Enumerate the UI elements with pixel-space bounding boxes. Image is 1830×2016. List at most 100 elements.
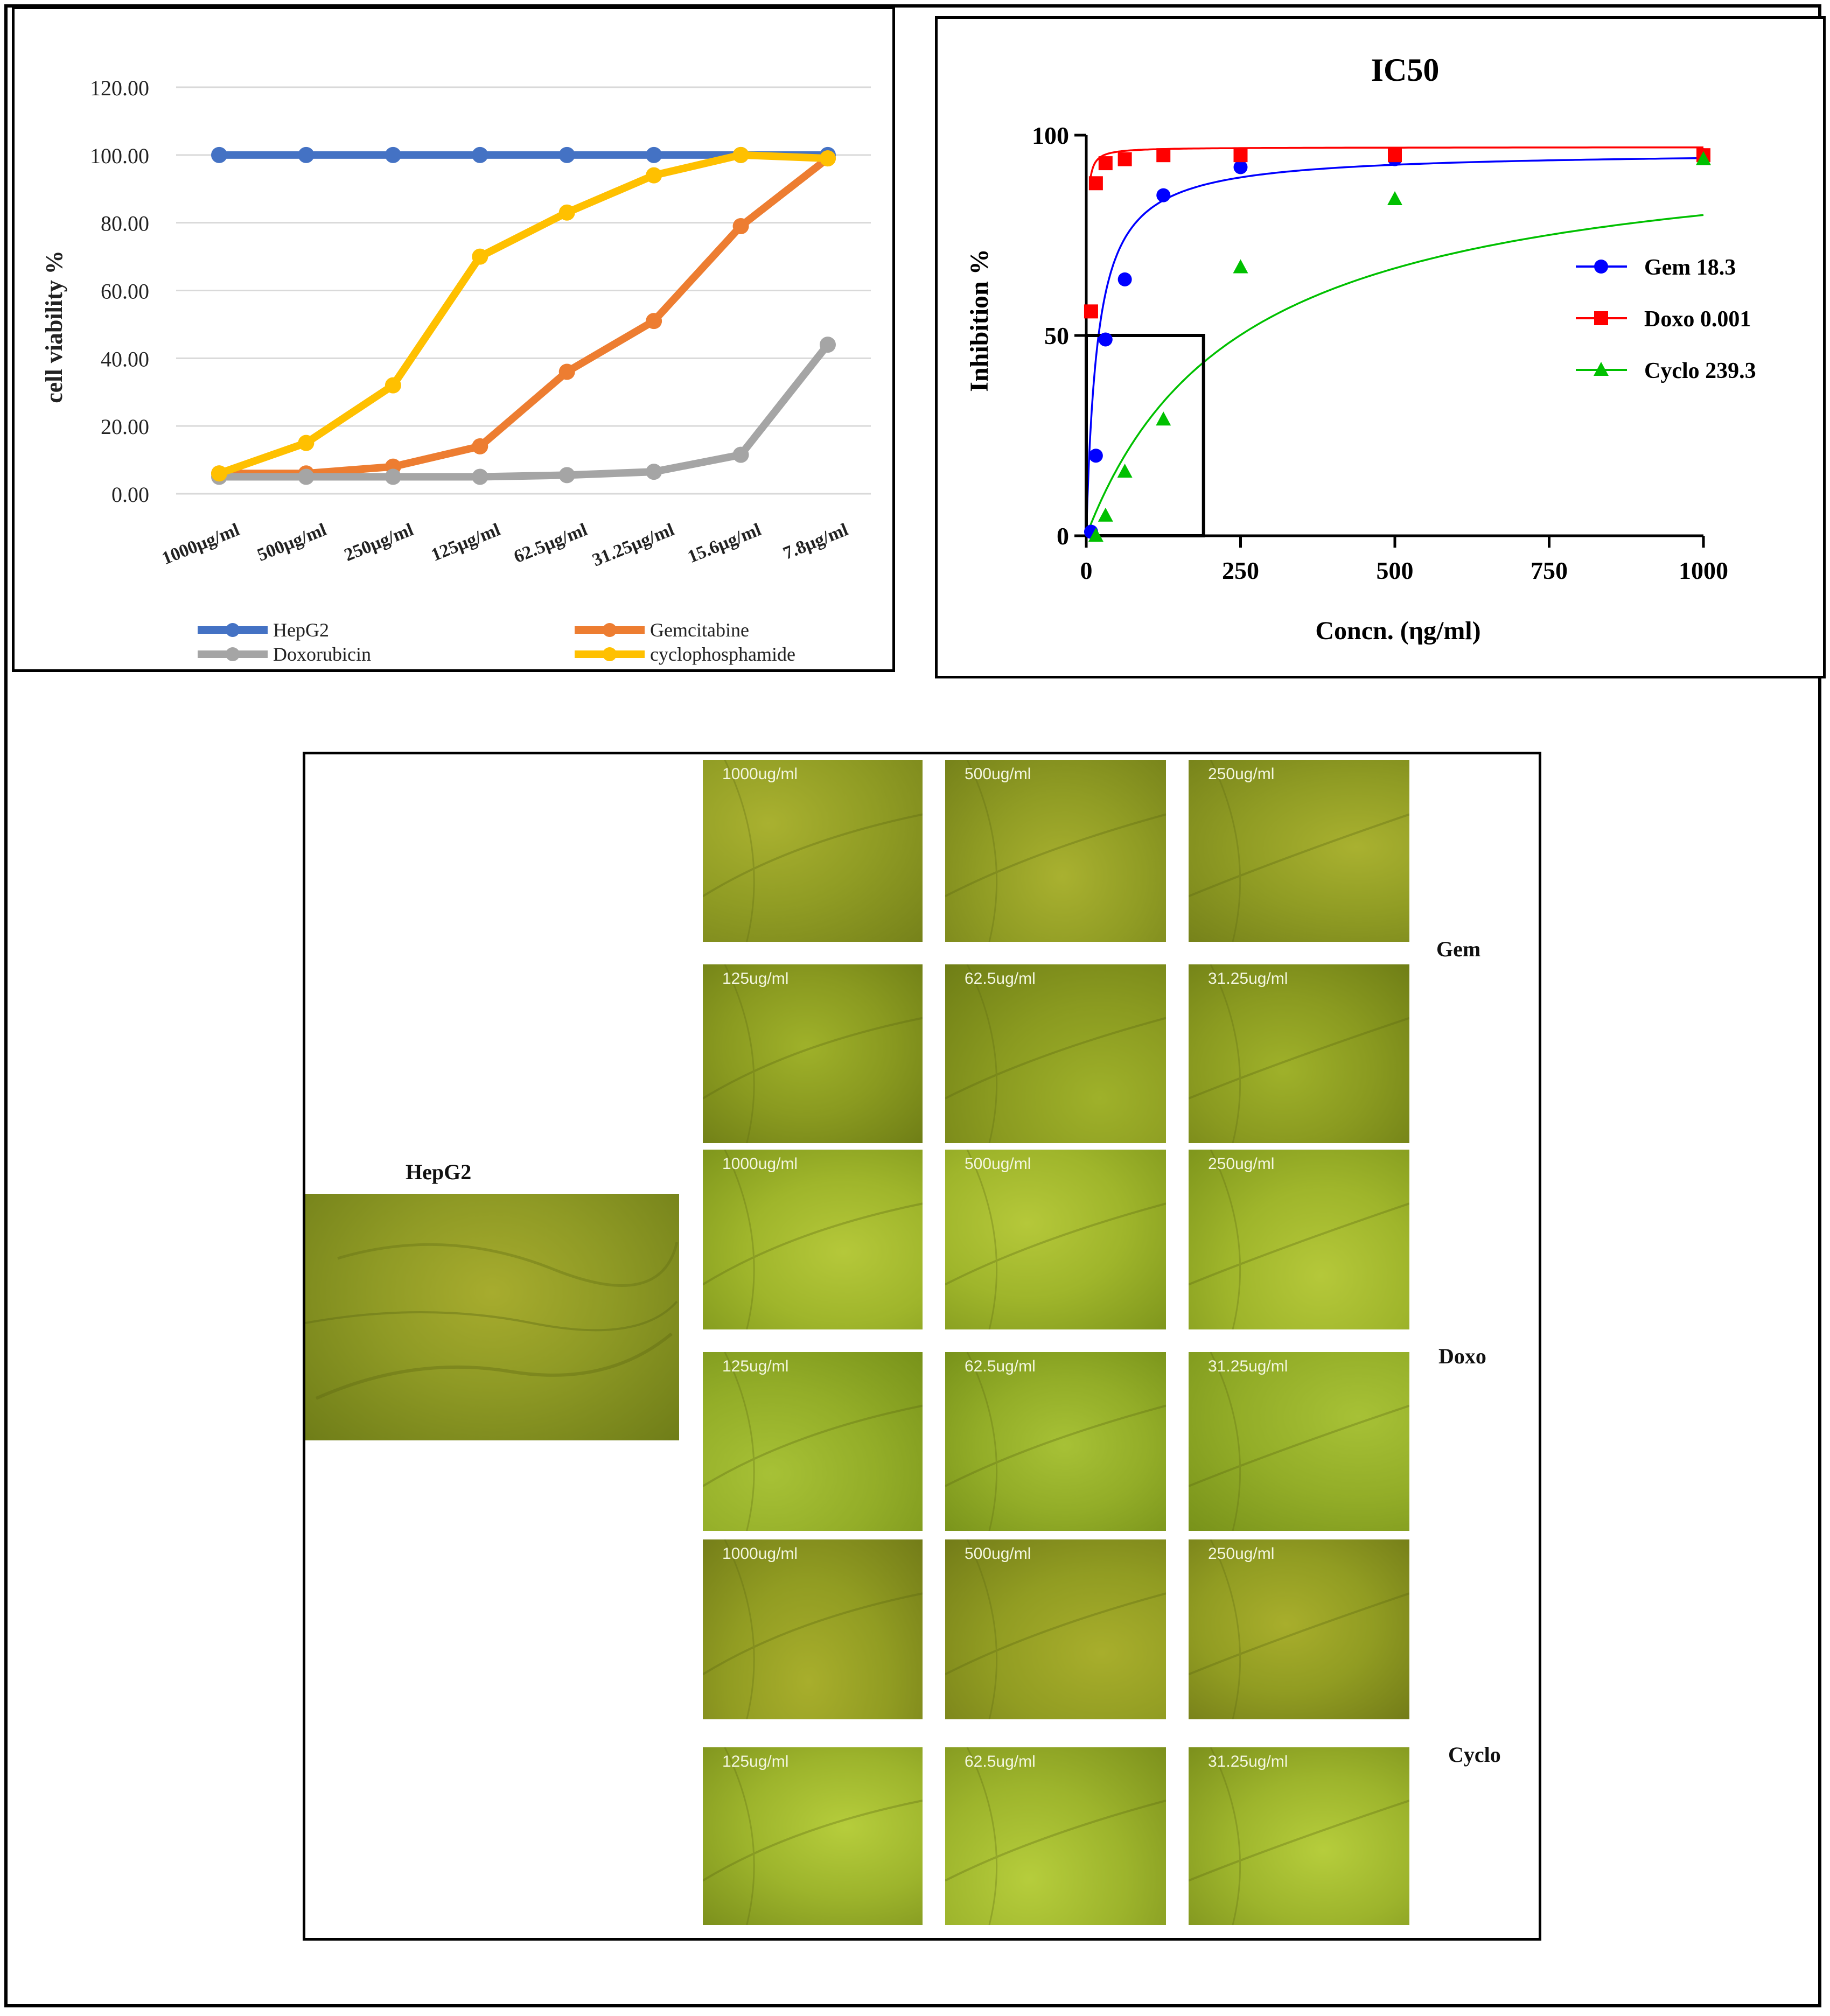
micrograph-tile: 31.25ug/ml (1189, 1747, 1409, 1925)
micrograph-texture (945, 1539, 1166, 1719)
viability-legend-label: HepG2 (273, 619, 329, 641)
micrograph-concentration-label: 250ug/ml (1208, 765, 1275, 783)
micrograph-concentration-label: 125ug/ml (722, 1753, 789, 1770)
micrograph-fibre (1189, 1202, 1409, 1286)
micrograph-concentration-label: 250ug/ml (1208, 1545, 1275, 1563)
ic50-y-tick: 0 (1057, 522, 1069, 550)
hepg2-label: HepG2 (406, 1160, 472, 1184)
ic50-x-tick: 0 (1080, 557, 1093, 584)
micrograph-concentration-label: 125ug/ml (722, 970, 789, 988)
viability-legend-marker (603, 647, 617, 661)
row-label-gem: Gem (1436, 937, 1481, 961)
viability-point-doxorubicin (298, 468, 315, 485)
viability-point-cyclophosphamide (211, 465, 227, 482)
micrograph-concentration-label: 1000ug/ml (722, 1155, 798, 1173)
viability-point-doxorubicin (820, 337, 836, 353)
viability-series-line-doxorubicin (219, 342, 831, 481)
micrograph-tile: 62.5ug/ml (945, 1747, 1166, 1925)
micrograph-tile: 1000ug/ml (703, 760, 923, 942)
row-label-cyclo: Cyclo (1448, 1742, 1501, 1767)
viability-y-tick: 20.00 (101, 415, 149, 439)
micrograph-concentration-label: 62.5ug/ml (965, 1753, 1036, 1770)
micrograph-fibre (1189, 1800, 1409, 1882)
micrograph-texture (703, 760, 923, 942)
viability-point-gemcitabine (732, 218, 749, 234)
micrograph-tile: 62.5ug/ml (945, 1352, 1166, 1531)
ic50-fit-curve-doxo (1089, 146, 1703, 179)
micrograph-texture (1189, 1539, 1409, 1719)
ic50-point-cyclo (1088, 528, 1103, 542)
ic50-point-gem (1098, 332, 1113, 347)
viability-legend-marker (226, 647, 240, 661)
ic50-point-gem (1088, 449, 1103, 463)
ic50-point-doxo (1084, 304, 1098, 319)
micrograph-concentration-label: 500ug/ml (965, 765, 1031, 783)
ic50-point-cyclo (1098, 507, 1113, 522)
micrograph-fibre (966, 1150, 998, 1329)
viability-y-tick: 0.00 (111, 482, 149, 507)
micrograph-texture (703, 1352, 923, 1531)
viability-y-tick: 60.00 (101, 279, 149, 304)
micrograph-fibre (703, 1017, 923, 1100)
micrograph-tile: 250ug/ml (1189, 760, 1409, 942)
micrograph-tile: 125ug/ml (703, 1352, 923, 1531)
ic50-x-tick: 1000 (1679, 557, 1728, 584)
ic50-y-tick: 50 (1044, 322, 1069, 349)
micrograph-concentration-label: 1000ug/ml (722, 765, 798, 783)
micrograph-tile: 500ug/ml (945, 760, 1166, 942)
micrograph-fibre (945, 1202, 1166, 1286)
micrograph-fibre (703, 813, 923, 898)
micrograph-concentration-label: 62.5ug/ml (965, 1357, 1036, 1375)
micrograph-fibre (1210, 1747, 1241, 1925)
micrograph-texture (945, 760, 1166, 942)
micrograph-concentration-label: 1000ug/ml (722, 1545, 798, 1563)
viability-legend-marker (603, 623, 617, 637)
micrograph-fibre (1210, 1150, 1241, 1329)
ic50-point-cyclo (1117, 463, 1133, 478)
viability-point-cyclophosphamide (646, 167, 662, 184)
ic50-legend-label: Gem 18.3 (1644, 255, 1736, 280)
micrograph-tile: 125ug/ml (703, 964, 923, 1143)
viability-x-tick: 7.8µg/ml (780, 520, 851, 564)
viability-point-doxorubicin (732, 446, 749, 463)
viability-point-hepg2 (298, 146, 315, 163)
viability-x-tick: 125µg/ml (428, 520, 503, 565)
figure-frame (4, 4, 1821, 2007)
micrograph-texture (703, 1539, 923, 1719)
micrograph-fibre (945, 1800, 1166, 1882)
viability-y-tick: 120.00 (90, 76, 149, 100)
micrograph-fibre (1189, 1017, 1409, 1100)
row-label-doxo: Doxo (1438, 1344, 1486, 1368)
viability-point-cyclophosphamide (820, 150, 836, 167)
viability-legend-label: Gemcitabine (650, 619, 749, 641)
micrograph-concentration-label: 62.5ug/ml (965, 970, 1036, 988)
viability-y-tick: 40.00 (101, 347, 149, 371)
micrograph-fibre (1189, 813, 1409, 898)
micrograph-texture (945, 964, 1166, 1143)
ic50-point-cyclo (1387, 191, 1402, 206)
ic50-legend-marker (1594, 362, 1609, 376)
ic50-point-doxo (1098, 156, 1113, 171)
micrograph-texture (703, 1150, 923, 1329)
viability-point-gemcitabine (472, 438, 488, 454)
ic50-x-tick: 500 (1377, 557, 1414, 584)
ic50-reference-box (1085, 334, 1205, 537)
viability-point-doxorubicin (472, 468, 488, 485)
viability-point-cyclophosphamide (558, 204, 575, 221)
micrograph-texture (945, 1352, 1166, 1531)
ic50-point-doxo (1388, 148, 1402, 163)
micrograph-tile: 125ug/ml (703, 1747, 923, 1925)
micrograph-texture (1189, 1747, 1409, 1925)
viability-point-gemcitabine (646, 313, 662, 330)
viability-x-tick: 31.25µg/ml (590, 520, 677, 570)
micrograph-fibre (724, 964, 755, 1143)
ic50-legend-label: Cyclo 239.3 (1644, 359, 1756, 383)
micrograph-concentration-label: 125ug/ml (722, 1357, 789, 1375)
micrograph-fibre (1189, 1404, 1409, 1487)
ic50-point-doxo (1156, 148, 1171, 163)
micrograph-fibre (945, 1592, 1166, 1676)
micrograph-panel: HepG2 1000ug/ml 500ug/ml 250ug/ml 125ug/ml 6… (303, 752, 1541, 1941)
micrograph-fibre (966, 964, 998, 1143)
viability-point-cyclophosphamide (385, 377, 401, 394)
micrograph-texture (1189, 760, 1409, 942)
